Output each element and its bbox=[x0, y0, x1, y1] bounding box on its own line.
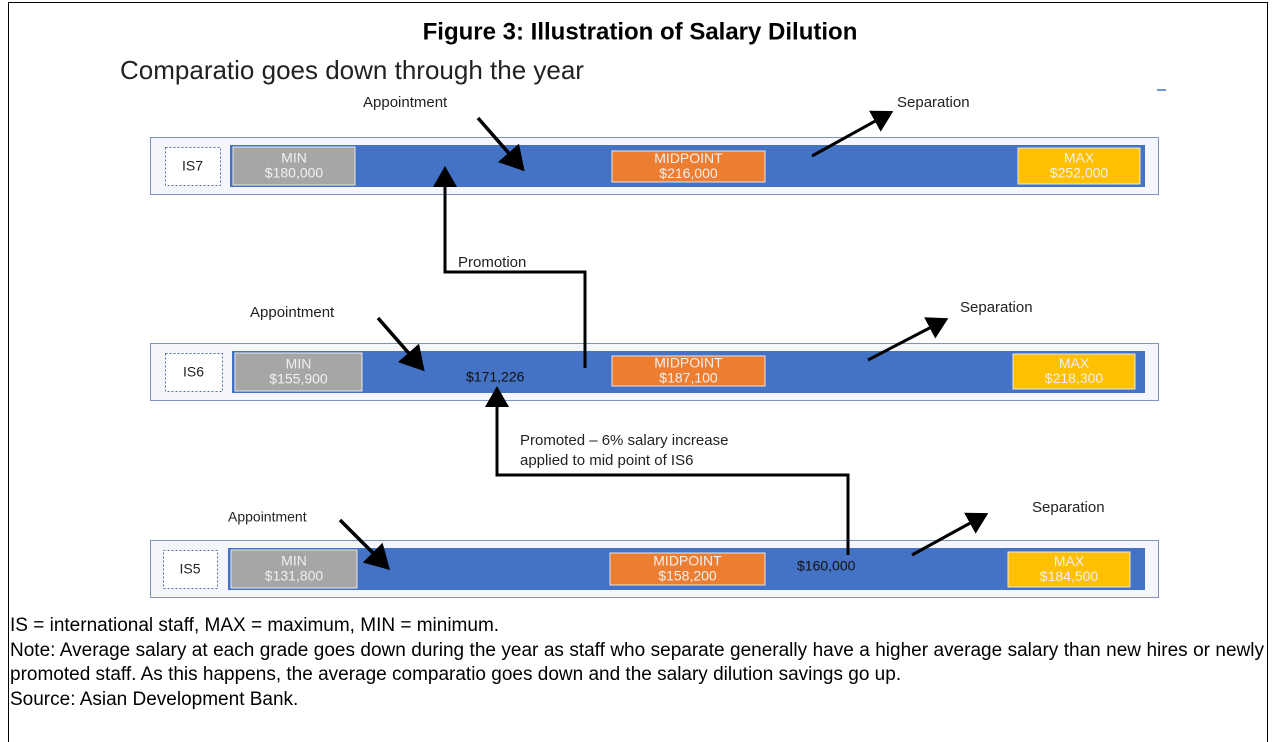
grade-label-box bbox=[165, 147, 221, 186]
appointment-label: Appointment bbox=[363, 94, 448, 111]
frame bbox=[8, 2, 1268, 742]
title: Figure 3: Illustration of Salary Dilutio… bbox=[423, 18, 858, 45]
max-box bbox=[1007, 551, 1131, 588]
grade-label-box bbox=[163, 550, 218, 589]
mid-label: MIDPOINT bbox=[654, 355, 723, 371]
source: Source: Asian Development Bank. bbox=[10, 688, 299, 710]
promoted-note: Promoted – 6% salary increase bbox=[520, 432, 728, 449]
min-value: $180,000 bbox=[265, 165, 324, 181]
appointment-label: Appointment bbox=[228, 509, 307, 525]
min-box bbox=[234, 352, 363, 392]
max-value: $218,300 bbox=[1045, 370, 1104, 386]
promotion-label: Promotion bbox=[458, 254, 526, 271]
max-box bbox=[1012, 353, 1136, 390]
abbreviations: IS = international staff, MAX = maximum,… bbox=[10, 615, 500, 636]
separation-arrow bbox=[811, 110, 894, 158]
mid-value: $158,200 bbox=[658, 568, 717, 584]
separation-arrow bbox=[867, 317, 949, 362]
mid-value: $216,000 bbox=[659, 165, 718, 181]
separation-label: Separation bbox=[1032, 499, 1105, 516]
max-label: MAX bbox=[1054, 553, 1085, 569]
appointment-label: Appointment bbox=[250, 304, 335, 321]
note: Note: Average salary at each grade goes … bbox=[10, 639, 1264, 686]
min-value: $131,800 bbox=[265, 568, 324, 584]
max-value: $184,500 bbox=[1040, 568, 1099, 584]
subtitle: Comparatio goes down through the year bbox=[120, 55, 584, 85]
min-value: $155,900 bbox=[269, 371, 328, 387]
separation-label: Separation bbox=[897, 94, 970, 111]
min-label: MIN bbox=[281, 553, 307, 569]
min-label: MIN bbox=[281, 150, 307, 166]
mid-value: $187,100 bbox=[659, 370, 718, 386]
separation-label: Separation bbox=[960, 299, 1033, 316]
mid-label: MIDPOINT bbox=[654, 150, 723, 166]
notes: IS = international staff, MAX = maximum,… bbox=[10, 614, 1264, 712]
min-box bbox=[232, 146, 356, 186]
promoted-line bbox=[485, 386, 850, 555]
max-label: MAX bbox=[1064, 150, 1095, 166]
grade-label: IS5 bbox=[179, 561, 200, 577]
grade-label: IS7 bbox=[182, 158, 203, 174]
appointment-arrow bbox=[376, 316, 425, 372]
promotion-line bbox=[433, 166, 587, 368]
appointment-arrow bbox=[338, 518, 390, 570]
max-label: MAX bbox=[1059, 355, 1090, 371]
appointment-arrow bbox=[476, 116, 525, 172]
separation-arrow bbox=[911, 512, 989, 557]
max-value: $252,000 bbox=[1050, 165, 1109, 181]
grade-label: IS6 bbox=[183, 364, 204, 380]
promoted-note: applied to mid point of IS6 bbox=[520, 452, 693, 469]
grade-label-box bbox=[165, 353, 223, 392]
mid-box bbox=[611, 150, 766, 183]
mid-label: MIDPOINT bbox=[653, 553, 722, 569]
max-box bbox=[1017, 147, 1141, 185]
min-box bbox=[230, 549, 358, 589]
mid-box bbox=[609, 552, 766, 586]
min-label: MIN bbox=[286, 356, 312, 372]
mid-box bbox=[611, 355, 766, 387]
is5-salary: $160,000 bbox=[797, 558, 856, 574]
is6-salary: $171,226 bbox=[466, 369, 525, 385]
